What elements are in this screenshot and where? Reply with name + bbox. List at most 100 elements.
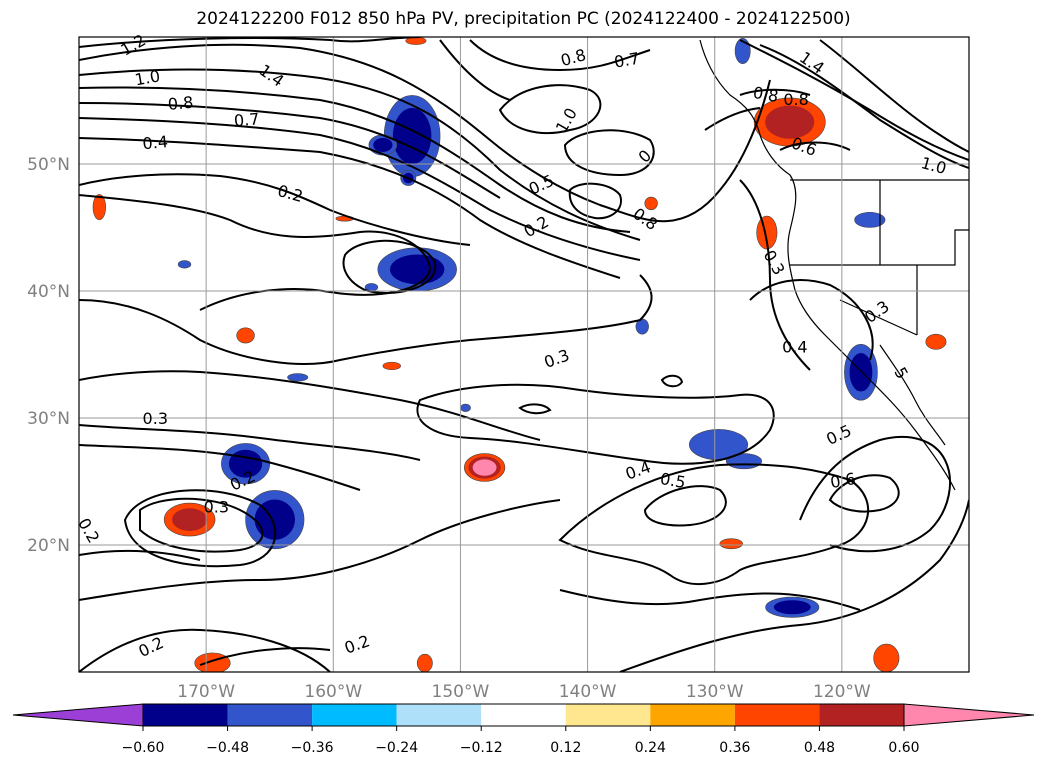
map-frame	[78, 36, 970, 673]
pv-contour-line	[342, 239, 437, 294]
lat-tick-label: 30°N	[27, 409, 70, 429]
contour-label: 0.3	[759, 247, 788, 279]
pv-contour-line	[568, 182, 622, 220]
contour-label: 0.8	[629, 204, 661, 234]
pv-contour-line	[819, 39, 969, 153]
precipitation-layer	[92, 37, 947, 672]
precipitation-blob	[765, 105, 815, 139]
pv-contour-line	[563, 129, 655, 177]
contour-label: 0.2	[135, 633, 166, 661]
contour-label: 0.3	[204, 498, 229, 517]
lat-tick-label: 40°N	[27, 282, 70, 302]
contour-label: 1.0	[552, 105, 581, 137]
pv-contour-line	[559, 589, 861, 611]
contour-label: 1.4	[256, 60, 288, 90]
pv-contour-line	[79, 628, 331, 672]
contour-label: 1.0	[133, 66, 161, 89]
pv-contour-layer	[79, 37, 969, 672]
lat-tick-label: 20°N	[27, 536, 70, 556]
pv-contour-line	[828, 474, 900, 513]
chart-title: 2024122200 F012 850 hPa PV, precipitatio…	[196, 9, 851, 29]
pv-contour-line	[739, 88, 811, 96]
colorbar-tick-label: 0.12	[550, 740, 581, 756]
lon-tick-label: 160°W	[304, 682, 362, 702]
colorbar-extend-low	[12, 703, 144, 727]
pv-contour-line	[79, 173, 471, 246]
pv-contour-line	[79, 68, 641, 241]
lat-tick-label: 50°N	[27, 155, 70, 175]
pv-contour-line	[79, 86, 631, 233]
precipitation-blob	[773, 600, 811, 615]
coastline	[699, 39, 956, 491]
contour-label: 0.4	[142, 132, 169, 153]
colorbar-tick-label: 0.60	[888, 740, 919, 756]
contour-label: 0.2	[342, 631, 372, 658]
contour-label: 0.8	[167, 93, 194, 114]
colorbar-tick-label: −0.48	[206, 740, 249, 756]
precipitation-blob	[734, 37, 751, 64]
contour-label: 0.5	[526, 171, 557, 199]
pv-contour-line	[79, 499, 561, 601]
pv-contour-line	[739, 179, 811, 371]
contour-label: 0.8	[559, 45, 589, 70]
pv-contour-line	[79, 370, 541, 441]
coastline	[839, 299, 918, 336]
colorbar-segment	[734, 704, 820, 726]
precipitation-blob	[194, 652, 231, 672]
contour-label: 0.2	[520, 212, 552, 241]
colorbar-extend-high	[903, 703, 1035, 727]
contour-label: 0.8	[752, 83, 780, 106]
precipitation-blob	[854, 211, 886, 228]
pv-contour-line	[498, 84, 602, 134]
pv-contour-line	[123, 489, 277, 568]
contour-label: 1.4	[796, 48, 828, 78]
precipitation-blob	[382, 361, 401, 371]
precipitation-blob	[472, 459, 497, 476]
colorbar-segment	[481, 704, 566, 726]
pv-contour-line	[79, 102, 501, 199]
contour-label: 0.5	[823, 421, 854, 449]
precipitation-blob	[416, 653, 433, 672]
precipitation-blob	[849, 353, 873, 392]
pv-contour-line	[749, 279, 874, 361]
colorbar-segment	[312, 704, 397, 726]
pv-contour-line	[558, 463, 869, 586]
pv-contour-line	[79, 43, 771, 223]
precipitation-blob	[390, 254, 445, 285]
lon-tick-label: 130°W	[686, 682, 744, 702]
pv-contour-line	[79, 549, 201, 561]
coastline	[879, 344, 946, 446]
pv-contour-line	[704, 107, 761, 131]
contour-label: 0.4	[782, 338, 807, 357]
lon-tick-label: 170°W	[177, 682, 235, 702]
coastline	[790, 229, 969, 266]
colorbar-tick-label: −0.24	[375, 740, 418, 756]
precipitation-blob	[644, 196, 658, 211]
colorbar-segment	[396, 704, 482, 726]
precipitation-blob	[373, 137, 393, 152]
pv-contour-line	[518, 403, 552, 415]
colorbar: −0.60 −0.48 −0.36 −0.24 −0.12 0.12 0.24 0.36 0.4…	[12, 703, 1035, 756]
contour-label: 0.2	[276, 181, 306, 206]
precipitation-blob	[405, 37, 427, 45]
precipitation-blob	[925, 333, 947, 350]
contour-label: 0.7	[233, 109, 260, 130]
pv-contour-line	[79, 274, 653, 365]
precipitation-blob	[172, 508, 208, 531]
colorbar-segment	[227, 704, 313, 726]
pv-contour-line	[79, 37, 421, 48]
colorbar-segment	[819, 704, 904, 726]
precipitation-blob	[236, 327, 255, 344]
colorbar-tick-label: −0.12	[460, 740, 503, 756]
pv-contour-line	[199, 647, 331, 666]
colorbar-frame	[142, 703, 905, 727]
grid-lines	[79, 37, 969, 672]
colorbar-tick-label: −0.60	[122, 740, 165, 756]
colorbar-tick-label: −0.36	[291, 740, 334, 756]
pv-contour-line	[79, 137, 621, 279]
contour-label: 5	[890, 364, 912, 382]
precipitation-blob	[287, 373, 309, 382]
precipitation-blob	[719, 538, 743, 550]
contour-label: 0.5	[659, 469, 687, 492]
